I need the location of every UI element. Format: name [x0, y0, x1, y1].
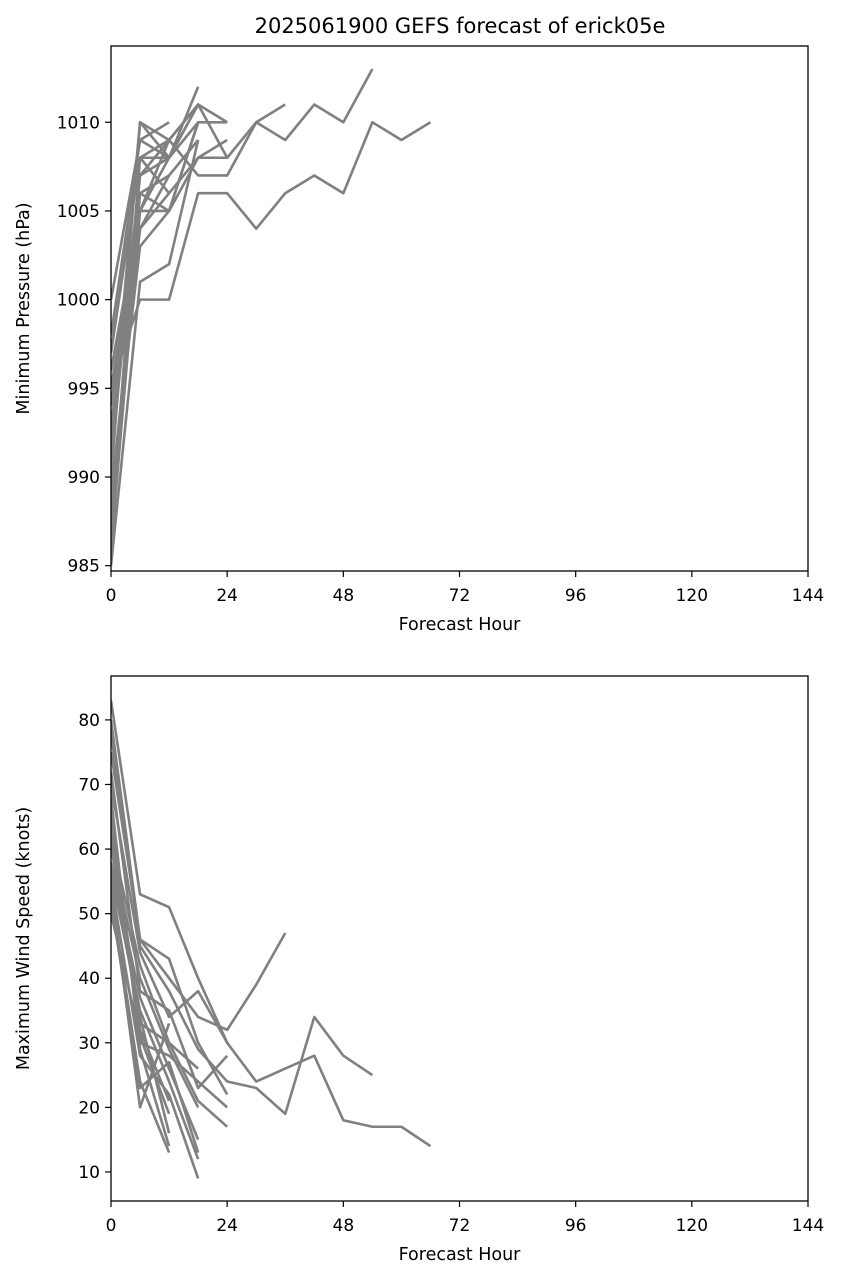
wind-y-tick-label: 40	[78, 969, 100, 989]
wind-y-tick-label: 30	[78, 1034, 100, 1054]
pressure-series-line-19	[111, 139, 171, 549]
pressure-x-tick-label: 48	[333, 586, 355, 606]
pressure-series-line-2	[111, 68, 374, 442]
pressure-y-tick-label: 1005	[57, 202, 100, 222]
pressure-y-tick-label: 985	[68, 557, 100, 577]
wind-series-line-3	[111, 700, 432, 1148]
pressure-x-tick-label: 72	[449, 586, 471, 606]
pressure-series-line-17	[111, 139, 200, 495]
pressure-series-line-18	[111, 156, 170, 354]
wind-series-line-19	[111, 842, 171, 1102]
wind-y-tick-label: 70	[78, 775, 100, 795]
wind-series-line-20	[111, 797, 171, 1147]
wind-series-line-18	[111, 868, 171, 1134]
wind-series-group	[111, 700, 432, 1179]
wind-series-line-10	[111, 835, 199, 1070]
wind-series-line-2	[111, 732, 374, 1116]
wind-x-tick-label: 48	[333, 1216, 355, 1236]
pressure-series-line-4	[111, 139, 200, 566]
wind-panel: 0 24 48 72 96 120 144 10 20 30 40 50 60 70 80 Forecast …	[14, 675, 824, 1265]
wind-x-axis-label: Forecast Hour	[399, 1245, 522, 1265]
wind-x-tick-label: 24	[216, 1216, 238, 1236]
wind-y-tick-label: 10	[78, 1163, 100, 1183]
pressure-y-tick-label: 995	[68, 379, 100, 399]
wind-series-line-4	[111, 752, 229, 1096]
pressure-x-tick-label: 120	[676, 586, 708, 606]
pressure-series-line-12	[111, 121, 170, 300]
pressure-x-tick-label: 24	[216, 586, 238, 606]
pressure-panel: 0 24 48 72 96 120 144 985 990 995 1000 1005 1010 Fore…	[14, 45, 824, 635]
pressure-x-axis-label: Forecast Hour	[399, 615, 522, 635]
wind-series-line-17	[111, 894, 171, 1154]
wind-y-tick-label: 20	[78, 1098, 100, 1118]
wind-x-tick-label: 120	[676, 1216, 708, 1236]
pressure-y-axis-label: Minimum Pressure (hPa)	[14, 202, 34, 414]
wind-x-tick-label: 72	[449, 1216, 471, 1236]
wind-x-tick-label: 144	[792, 1216, 824, 1236]
pressure-x-tick-label: 96	[565, 586, 587, 606]
pressure-series-group	[111, 68, 432, 566]
wind-x-tick-label: 96	[565, 1216, 587, 1236]
wind-y-tick-label: 50	[78, 905, 100, 925]
wind-y-tick-label: 60	[78, 840, 100, 860]
pressure-y-tick-label: 1010	[57, 113, 100, 133]
pressure-series-line-3	[111, 120, 432, 389]
chart-title: 2025061900 GEFS forecast of erick05e	[255, 14, 666, 38]
pressure-y-tick-label: 990	[68, 468, 100, 488]
pressure-x-tick-label: 0	[106, 586, 117, 606]
wind-x-tick-label: 0	[106, 1216, 117, 1236]
wind-y-axis-label: Maximum Wind Speed (knots)	[14, 807, 34, 1070]
wind-y-tick-label: 80	[78, 711, 100, 731]
pressure-x-tick-label: 144	[792, 586, 824, 606]
pressure-y-tick-label: 1000	[57, 291, 100, 311]
wind-series-line-5	[111, 784, 229, 1044]
